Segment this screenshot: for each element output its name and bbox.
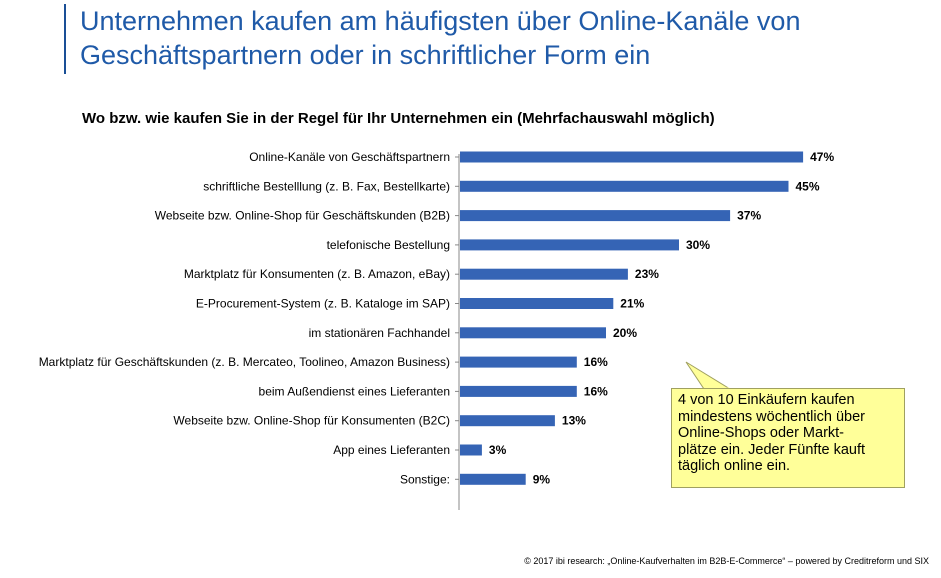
bar <box>460 356 577 368</box>
data-label: 3% <box>489 443 507 457</box>
bar <box>460 268 628 280</box>
data-label: 37% <box>737 209 761 223</box>
data-label: 13% <box>562 414 586 428</box>
bar <box>460 239 679 251</box>
bar-chart: Online-Kanäle von Geschäftspartnern 47% sc… <box>39 150 834 510</box>
bar <box>460 473 526 485</box>
annotation-callout: 4 von 10 Einkäufern kaufen mindestens wö… <box>671 388 905 488</box>
category-label: Webseite bzw. Online-Shop für Konsumente… <box>173 414 450 428</box>
category-label: Webseite bzw. Online-Shop für Geschäftsk… <box>155 209 450 223</box>
chart-title: Wo bzw. wie kaufen Sie in der Regel für … <box>82 110 715 127</box>
bar <box>460 298 614 309</box>
source-footer: © 2017 ibi research: „Online-Kaufverhalt… <box>524 556 929 566</box>
category-label: Marktplatz für Geschäftskunden (z. B. Me… <box>39 355 450 369</box>
bar <box>460 385 577 397</box>
category-label: telefonische Bestellung <box>327 238 450 252</box>
bar <box>460 444 482 456</box>
bar <box>460 151 804 163</box>
data-label: 23% <box>635 267 659 281</box>
data-label: 9% <box>533 472 551 486</box>
category-label: schriftliche Bestelllung (z. B. Fax, Bes… <box>203 179 450 193</box>
category-label: im stationären Fachhandel <box>309 326 450 340</box>
data-label: 47% <box>810 150 834 164</box>
callout-pointer <box>685 361 732 390</box>
data-label: 21% <box>620 297 644 311</box>
bar <box>460 415 555 427</box>
data-label: 16% <box>584 355 608 369</box>
data-label: 30% <box>686 238 710 252</box>
bar <box>460 327 606 339</box>
category-label: E-Procurement-System (z. B. Kataloge im … <box>196 297 450 311</box>
category-label: Marktplatz für Konsumenten (z. B. Amazon… <box>184 267 450 281</box>
category-label: App eines Lieferanten <box>333 443 450 457</box>
category-label: Sonstige: <box>400 472 450 486</box>
page-title: Unternehmen kaufen am häufigsten über On… <box>80 6 801 70</box>
category-label: beim Außendienst eines Lieferanten <box>259 384 450 398</box>
bar <box>460 180 789 192</box>
data-label: 45% <box>796 179 820 193</box>
data-label: 16% <box>584 384 608 398</box>
bar <box>460 210 731 222</box>
data-label: 20% <box>613 326 637 340</box>
category-label: Online-Kanäle von Geschäftspartnern <box>249 150 450 164</box>
title-accent-bar <box>64 4 66 74</box>
